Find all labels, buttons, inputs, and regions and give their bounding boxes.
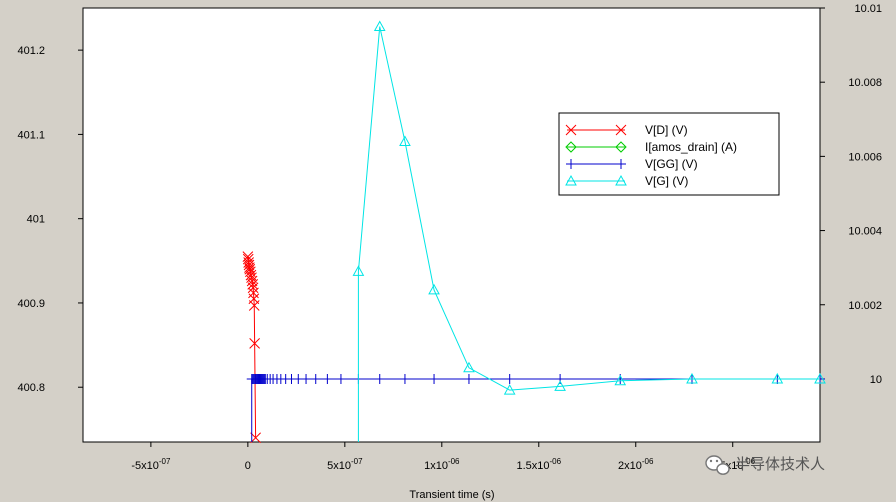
legend-marker	[615, 141, 627, 153]
plot-area	[82, 7, 821, 443]
data-point-v-gg-v	[335, 373, 346, 384]
legend-marker	[565, 141, 577, 153]
data-point-v-g-v	[428, 283, 440, 295]
data-point-v-gg-v	[301, 373, 312, 384]
legend-marker	[615, 174, 627, 186]
x-axis-ticks: -5x10-0705x10-071x10-061.5x10-062x10-062…	[131, 442, 756, 472]
x-tick-label: 1.5x10-06	[516, 457, 561, 472]
data-point-v-d-v	[243, 257, 254, 268]
data-point-v-d-v	[247, 282, 259, 294]
data-point-v-gg-v	[310, 373, 321, 384]
y-right-tick-label: 10.008	[848, 77, 882, 89]
y-left-axis-ticks: 400.8 400.9 401 401.1 401.2	[17, 45, 83, 394]
legend-entries: V[D] (V) I[amos_drain] (A) V[GG] (V) V[G] (…	[565, 123, 737, 188]
x-axis-label: Transient time (s)	[409, 489, 494, 501]
series-line-v-g-v	[357, 26, 820, 442]
y-left-tick-label: 400.9	[17, 298, 45, 310]
legend-marker	[566, 159, 576, 169]
data-point-v-gg-v	[429, 373, 440, 384]
x-tick-label: 1x10-06	[424, 457, 460, 472]
legend: V[D] (V) I[amos_drain] (A) V[GG] (V) V[G] (…	[558, 112, 780, 196]
data-point-v-g-v	[614, 374, 627, 386]
data-point-v-gg-v	[374, 373, 385, 384]
data-point-v-g-v	[463, 361, 475, 373]
data-point-v-gg-v	[322, 373, 333, 384]
y-right-tick-label: 10.004	[848, 226, 882, 238]
watermark-text: 半导体技术人	[735, 455, 825, 473]
y-right-tick-label: 10.01	[854, 3, 882, 15]
data-point-v-d-v	[243, 259, 255, 271]
legend-label: V[G] (V)	[645, 174, 688, 188]
data-point-v-g-v	[373, 20, 386, 32]
data-point-v-g-v	[554, 380, 566, 391]
data-point-v-gg-v	[463, 373, 474, 384]
data-point-v-g-v	[814, 372, 826, 384]
y-right-tick-label: 10	[870, 374, 882, 386]
y-right-tick-label: 10.006	[848, 151, 882, 163]
legend-marker	[565, 124, 577, 136]
y-left-tick-label: 401	[27, 214, 45, 226]
y-left-tick-label: 401.1	[17, 129, 45, 141]
y-right-axis-ticks: 10 10.002 10.004 10.006 10.008 10.01	[820, 3, 882, 386]
watermark: 半导体技术人	[705, 455, 825, 475]
legend-marker	[565, 174, 577, 186]
data-point-v-d-v	[247, 279, 259, 290]
data-point-v-g-v	[352, 265, 365, 276]
x-tick-label: 2x10-06	[618, 457, 654, 472]
data-point-v-g-v	[399, 135, 411, 147]
legend-marker	[616, 159, 626, 169]
y-left-tick-label: 401.2	[17, 45, 45, 57]
data-point-v-g-v	[686, 372, 698, 384]
series-layer	[242, 20, 826, 444]
data-point-v-d-v	[248, 300, 260, 311]
legend-label: V[D] (V)	[645, 123, 688, 137]
data-point-v-d-v	[246, 275, 258, 287]
wechat-icon	[705, 455, 730, 475]
legend-marker	[615, 124, 627, 136]
data-point-v-gg-v	[399, 373, 410, 384]
data-point-v-g-v	[771, 372, 784, 384]
data-point-v-d-v	[249, 338, 260, 349]
x-tick-label: -5x10-07	[131, 457, 171, 472]
legend-label: V[GG] (V)	[645, 157, 698, 171]
y-left-tick-label: 400.8	[17, 382, 45, 394]
data-point-v-d-v	[246, 272, 257, 284]
x-tick-label: 5x10-07	[327, 457, 363, 472]
x-tick-label: 0	[245, 460, 251, 472]
data-point-v-gg-v	[504, 373, 515, 384]
data-point-v-d-v	[250, 432, 261, 444]
legend-label: I[amos_drain] (A)	[645, 140, 737, 154]
data-point-v-g-v	[503, 384, 516, 395]
y-right-tick-label: 10.002	[848, 300, 882, 312]
